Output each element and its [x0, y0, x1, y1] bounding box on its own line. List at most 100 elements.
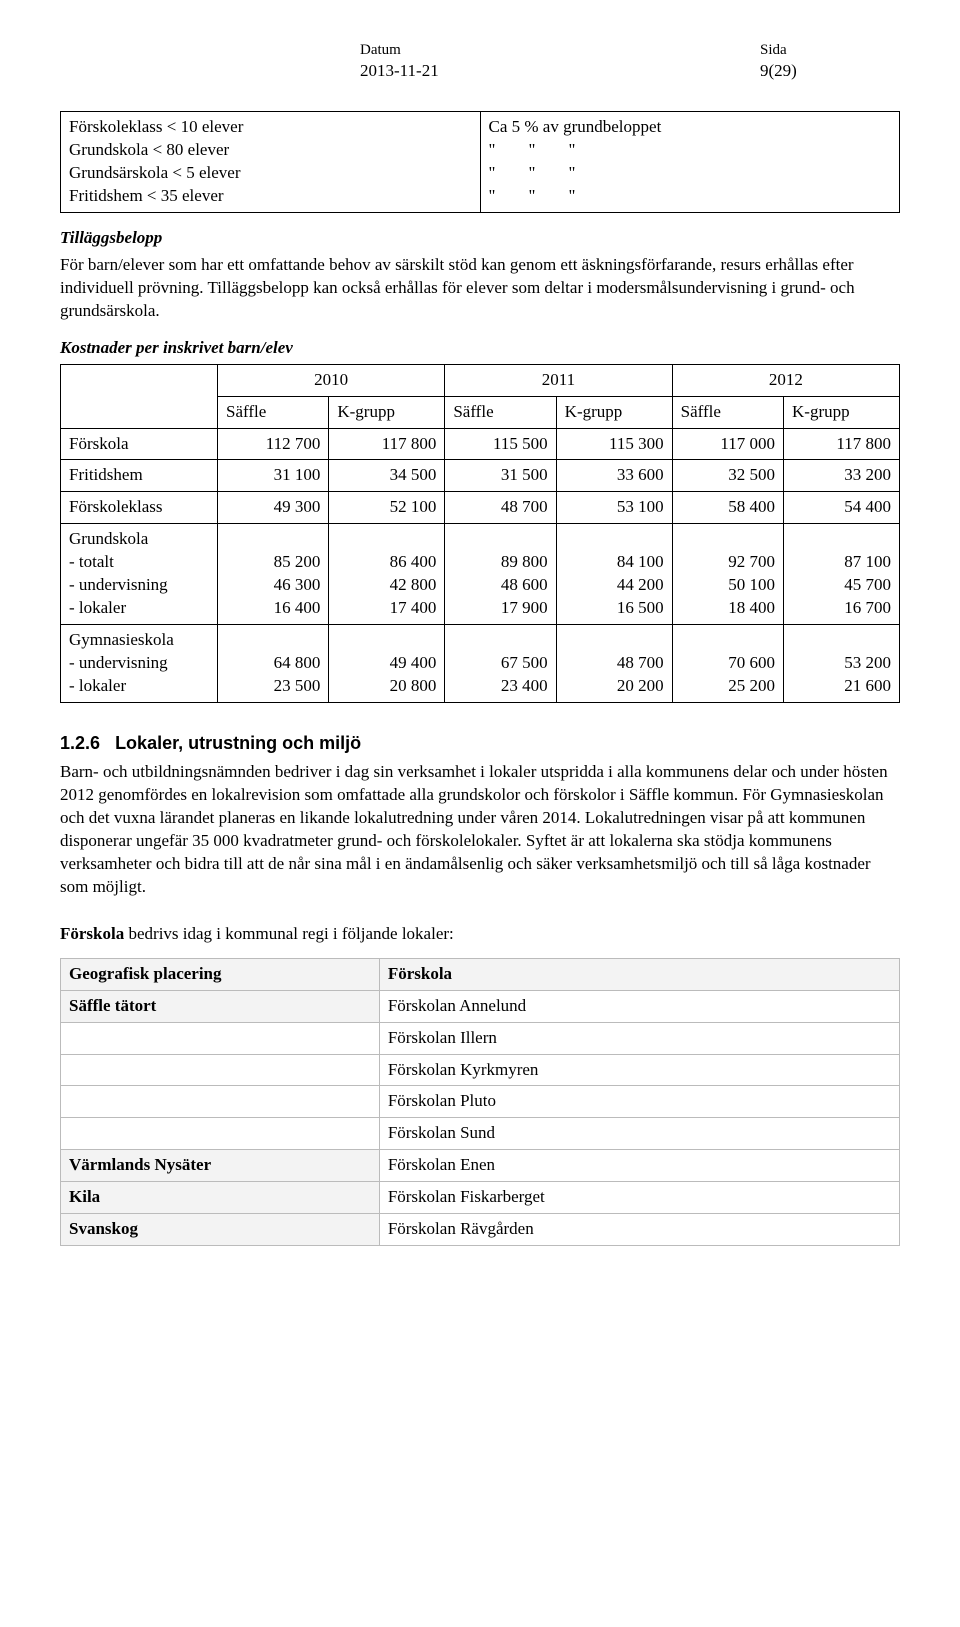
kost-cell: 31 100: [218, 460, 329, 492]
geo-name: Förskolan Annelund: [379, 990, 899, 1022]
tillags-left-cell: Förskoleklass < 10 elever Grundskola < 8…: [61, 112, 481, 213]
kost-group-cell: 84 10044 20016 500: [556, 524, 672, 625]
geo-row: Värmlands NysäterFörskolan Enen: [61, 1150, 900, 1182]
kost-group-cell: 92 70050 10018 400: [672, 524, 783, 625]
sida-label: Sida: [760, 40, 797, 60]
kost-group-cell: 67 50023 400: [445, 625, 556, 703]
kost-group-row: Gymnasieskola- undervisning- lokaler 64 …: [61, 625, 900, 703]
tillaggsbelopp-body: För barn/elever som har ett omfattande b…: [60, 254, 900, 323]
page-header: Datum 2013-11-21 Sida 9(29): [60, 40, 900, 83]
geo-name: Förskolan Enen: [379, 1150, 899, 1182]
geo-col1: Geografisk placering: [61, 958, 380, 990]
kost-group-cell: 64 80023 500: [218, 625, 329, 703]
kost-cell: 115 300: [556, 428, 672, 460]
header-datum: Datum 2013-11-21: [360, 40, 760, 83]
kost-group-label: Grundskola- totalt- undervisning- lokale…: [61, 524, 218, 625]
tillags-row-value: """: [489, 185, 892, 208]
geo-location: [61, 1054, 380, 1086]
geo-location: [61, 1118, 380, 1150]
geo-row: SvanskogFörskolan Rävgården: [61, 1214, 900, 1246]
geo-name: Förskolan Illern: [379, 1022, 899, 1054]
kost-cell: 115 500: [445, 428, 556, 460]
geo-location: [61, 1022, 380, 1054]
kost-subcol: K-grupp: [784, 396, 900, 428]
geo-name: Förskolan Sund: [379, 1118, 899, 1150]
kost-cell: 52 100: [329, 492, 445, 524]
sida-value: 9(29): [760, 60, 797, 83]
kost-row-label: Fritidshem: [61, 460, 218, 492]
tillags-row-label: Grundskola < 80 elever: [69, 139, 472, 162]
kost-subcol: Säffle: [672, 396, 783, 428]
forskola-intro: Förskola bedrivs idag i kommunal regi i …: [60, 923, 900, 946]
geo-table: Geografisk placering Förskola Säffle tät…: [60, 958, 900, 1246]
kost-empty-header: [61, 364, 218, 428]
tillags-table: Förskoleklass < 10 elever Grundskola < 8…: [60, 111, 900, 213]
lokaler-heading: 1.2.6 Lokaler, utrustning och miljö: [60, 731, 900, 755]
kost-group-row: Grundskola- totalt- undervisning- lokale…: [61, 524, 900, 625]
tillags-right-cell: Ca 5 % av grundbeloppet """ """ """: [480, 112, 900, 213]
kost-heading: Kostnader per inskrivet barn/elev: [60, 337, 900, 360]
kost-cell: 54 400: [784, 492, 900, 524]
tillags-row-label: Fritidshem < 35 elever: [69, 185, 472, 208]
geo-location: Säffle tätort: [61, 990, 380, 1022]
kost-group-cell: 48 70020 200: [556, 625, 672, 703]
kost-cell: 117 000: [672, 428, 783, 460]
kost-group-label: Gymnasieskola- undervisning- lokaler: [61, 625, 218, 703]
geo-row: Förskolan Illern: [61, 1022, 900, 1054]
geo-name: Förskolan Pluto: [379, 1086, 899, 1118]
kost-group-cell: 70 60025 200: [672, 625, 783, 703]
geo-location: Kila: [61, 1182, 380, 1214]
kost-group-cell: 49 40020 800: [329, 625, 445, 703]
geo-row: Förskolan Kyrkmyren: [61, 1054, 900, 1086]
forskola-intro-bold: Förskola: [60, 924, 124, 943]
kost-cell: 49 300: [218, 492, 329, 524]
datum-label: Datum: [360, 40, 760, 60]
header-sida: Sida 9(29): [760, 40, 797, 83]
tillags-row-value: """: [489, 139, 892, 162]
geo-row: KilaFörskolan Fiskarberget: [61, 1182, 900, 1214]
kost-group-cell: 89 80048 60017 900: [445, 524, 556, 625]
kost-cell: 33 200: [784, 460, 900, 492]
kost-row: Förskola112 700117 800115 500115 300117 …: [61, 428, 900, 460]
geo-name: Förskolan Kyrkmyren: [379, 1054, 899, 1086]
kost-row: Fritidshem31 10034 50031 50033 60032 500…: [61, 460, 900, 492]
kost-group-cell: 85 20046 30016 400: [218, 524, 329, 625]
kost-year: 2011: [445, 364, 672, 396]
geo-location: Svanskog: [61, 1214, 380, 1246]
tillaggsbelopp-heading: Tilläggsbelopp: [60, 227, 900, 250]
lokaler-body: Barn- och utbildningsnämnden bedriver i …: [60, 761, 900, 899]
geo-row: Förskolan Pluto: [61, 1086, 900, 1118]
kost-group-cell: 86 40042 80017 400: [329, 524, 445, 625]
geo-row: Förskolan Sund: [61, 1118, 900, 1150]
geo-name: Förskolan Fiskarberget: [379, 1182, 899, 1214]
kost-cell: 33 600: [556, 460, 672, 492]
kost-cell: 32 500: [672, 460, 783, 492]
kost-cell: 112 700: [218, 428, 329, 460]
lokaler-heading-text: Lokaler, utrustning och miljö: [115, 733, 361, 753]
kost-group-cell: 87 10045 70016 700: [784, 524, 900, 625]
kost-cell: 34 500: [329, 460, 445, 492]
kost-cell: 117 800: [329, 428, 445, 460]
kost-cell: 31 500: [445, 460, 556, 492]
kost-group-cell: 53 20021 600: [784, 625, 900, 703]
tillags-row-label: Förskoleklass < 10 elever: [69, 116, 472, 139]
kost-year: 2012: [672, 364, 899, 396]
tillags-row-value: Ca 5 % av grundbeloppet: [489, 116, 892, 139]
kost-cell: 117 800: [784, 428, 900, 460]
tillags-row-value: """: [489, 162, 892, 185]
geo-row: Säffle tätortFörskolan Annelund: [61, 990, 900, 1022]
datum-value: 2013-11-21: [360, 60, 760, 83]
forskola-intro-rest: bedrivs idag i kommunal regi i följande …: [124, 924, 454, 943]
kost-row: Förskoleklass49 30052 10048 70053 10058 …: [61, 492, 900, 524]
tillags-row-label: Grundsärskola < 5 elever: [69, 162, 472, 185]
kost-subcol: K-grupp: [329, 396, 445, 428]
kost-subcol: Säffle: [218, 396, 329, 428]
kost-cell: 53 100: [556, 492, 672, 524]
kost-cell: 48 700: [445, 492, 556, 524]
lokaler-heading-num: 1.2.6: [60, 733, 100, 753]
kost-table: 2010 2011 2012 Säffle K-grupp Säffle K-g…: [60, 364, 900, 703]
geo-location: [61, 1086, 380, 1118]
geo-col2: Förskola: [379, 958, 899, 990]
geo-name: Förskolan Rävgården: [379, 1214, 899, 1246]
kost-row-label: Förskoleklass: [61, 492, 218, 524]
